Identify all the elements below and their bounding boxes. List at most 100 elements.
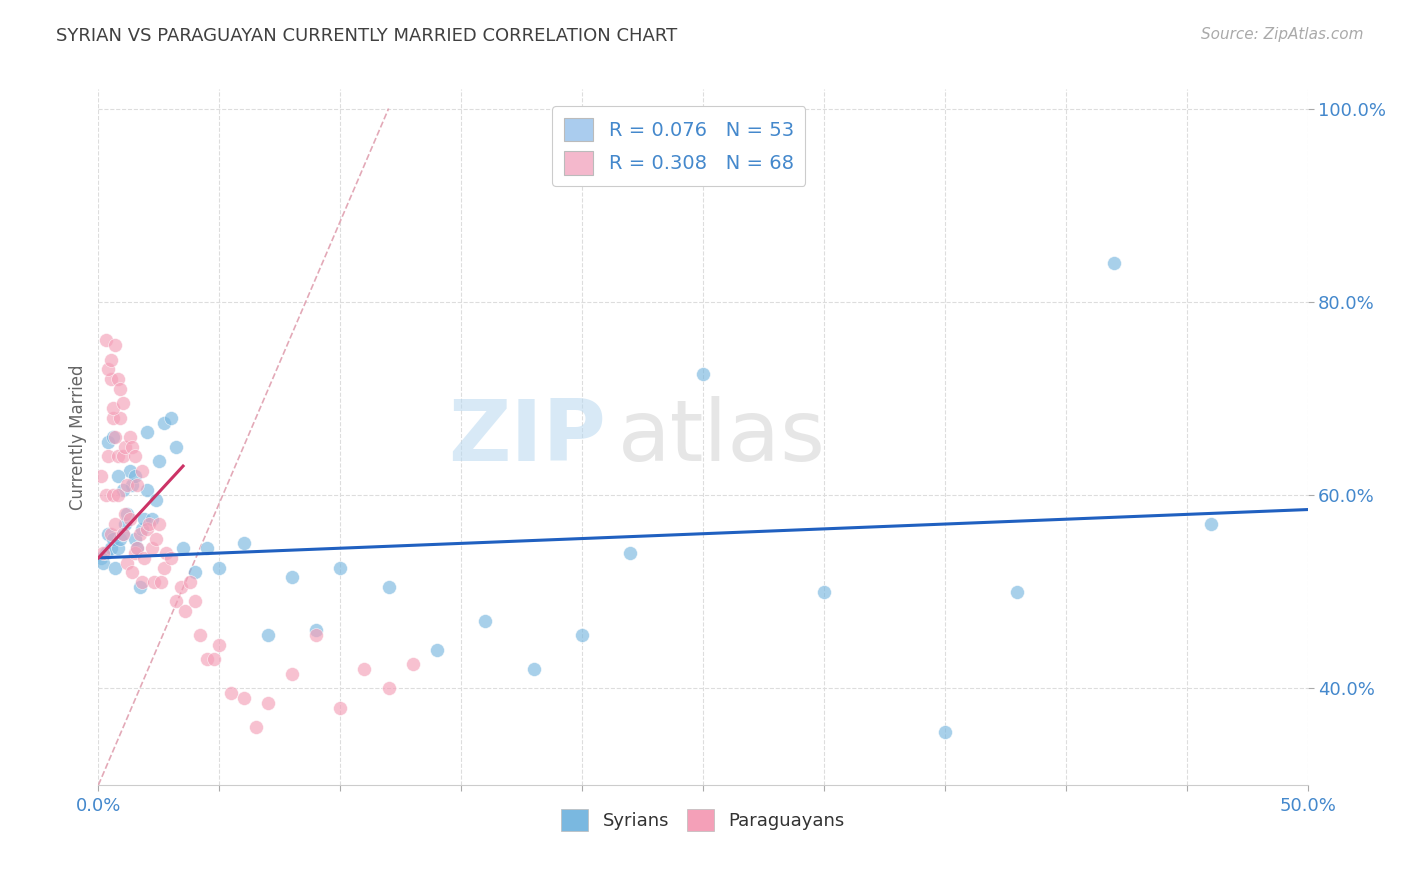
Point bbox=[160, 550, 183, 565]
Point bbox=[91, 556, 114, 570]
Point bbox=[150, 574, 173, 589]
Point bbox=[134, 550, 156, 565]
Point bbox=[377, 580, 399, 594]
Point bbox=[108, 532, 131, 546]
Point bbox=[124, 468, 146, 483]
Point bbox=[188, 628, 211, 642]
Point bbox=[101, 401, 124, 415]
Point bbox=[131, 522, 153, 536]
Point bbox=[256, 696, 278, 710]
Point bbox=[245, 720, 267, 734]
Point bbox=[305, 628, 328, 642]
Point bbox=[90, 550, 112, 565]
Point bbox=[131, 574, 153, 589]
Point bbox=[329, 700, 352, 714]
Point bbox=[184, 566, 207, 580]
Point bbox=[100, 541, 122, 556]
Point bbox=[523, 662, 546, 676]
Point bbox=[692, 368, 714, 382]
Point bbox=[124, 450, 146, 464]
Point bbox=[97, 526, 120, 541]
Point bbox=[148, 516, 170, 531]
Point bbox=[152, 560, 174, 574]
Point bbox=[107, 541, 129, 556]
Point bbox=[141, 512, 163, 526]
Text: Source: ZipAtlas.com: Source: ZipAtlas.com bbox=[1201, 27, 1364, 42]
Point bbox=[256, 628, 278, 642]
Point bbox=[135, 483, 157, 498]
Point bbox=[353, 662, 375, 676]
Point bbox=[127, 541, 149, 556]
Point bbox=[117, 478, 139, 492]
Point bbox=[184, 594, 207, 608]
Point bbox=[135, 425, 157, 440]
Point bbox=[100, 372, 122, 386]
Point bbox=[108, 410, 131, 425]
Text: SYRIAN VS PARAGUAYAN CURRENTLY MARRIED CORRELATION CHART: SYRIAN VS PARAGUAYAN CURRENTLY MARRIED C… bbox=[56, 27, 678, 45]
Point bbox=[174, 604, 197, 618]
Point bbox=[377, 681, 399, 696]
Point bbox=[934, 724, 956, 739]
Point bbox=[114, 440, 136, 454]
Point bbox=[107, 488, 129, 502]
Point bbox=[232, 690, 254, 705]
Point bbox=[111, 526, 134, 541]
Point bbox=[305, 624, 328, 638]
Point bbox=[172, 541, 194, 556]
Point bbox=[128, 526, 150, 541]
Point bbox=[118, 430, 141, 444]
Y-axis label: Currently Married: Currently Married bbox=[69, 364, 87, 510]
Point bbox=[141, 541, 163, 556]
Point bbox=[107, 468, 129, 483]
Point bbox=[179, 574, 201, 589]
Point bbox=[117, 508, 139, 522]
Point bbox=[107, 450, 129, 464]
Point bbox=[101, 488, 124, 502]
Point bbox=[100, 526, 122, 541]
Point bbox=[111, 483, 134, 498]
Point bbox=[571, 628, 593, 642]
Point bbox=[101, 430, 124, 444]
Text: atlas: atlas bbox=[619, 395, 827, 479]
Point bbox=[281, 570, 304, 584]
Point bbox=[118, 464, 141, 478]
Point bbox=[155, 546, 177, 560]
Point bbox=[131, 464, 153, 478]
Point bbox=[204, 652, 226, 666]
Point bbox=[281, 666, 304, 681]
Point bbox=[127, 478, 149, 492]
Point bbox=[108, 382, 131, 396]
Point bbox=[208, 638, 231, 652]
Point bbox=[97, 362, 120, 376]
Point bbox=[104, 338, 127, 352]
Point bbox=[134, 512, 156, 526]
Point bbox=[100, 352, 122, 367]
Point bbox=[195, 652, 218, 666]
Point bbox=[402, 657, 425, 672]
Point bbox=[165, 440, 187, 454]
Point bbox=[145, 532, 167, 546]
Point bbox=[152, 416, 174, 430]
Point bbox=[90, 468, 112, 483]
Point bbox=[221, 686, 243, 700]
Point bbox=[329, 560, 352, 574]
Point bbox=[165, 594, 187, 608]
Point bbox=[145, 492, 167, 507]
Point bbox=[124, 546, 146, 560]
Point bbox=[1102, 256, 1125, 270]
Point bbox=[97, 434, 120, 449]
Point bbox=[195, 541, 218, 556]
Point bbox=[138, 516, 160, 531]
Point bbox=[111, 526, 134, 541]
Point bbox=[208, 560, 231, 574]
Point bbox=[128, 580, 150, 594]
Point bbox=[107, 372, 129, 386]
Point bbox=[474, 614, 496, 628]
Legend: Syrians, Paraguayans: Syrians, Paraguayans bbox=[554, 802, 852, 838]
Point bbox=[117, 556, 139, 570]
Point bbox=[114, 508, 136, 522]
Point bbox=[111, 396, 134, 410]
Point bbox=[148, 454, 170, 468]
Point bbox=[1199, 516, 1222, 531]
Point bbox=[813, 584, 835, 599]
